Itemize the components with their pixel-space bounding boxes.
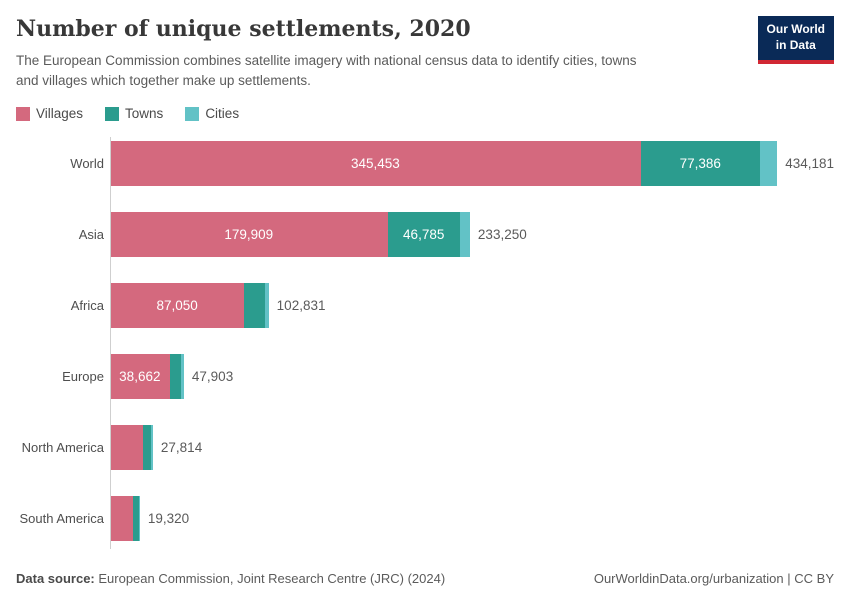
segment-value-label: 179,909 — [224, 227, 274, 243]
legend: Villages Towns Cities — [16, 106, 834, 121]
stacked-bar — [110, 425, 153, 471]
stacked-bar: 179,909 46,785 — [110, 212, 470, 258]
bar-segment-cities[interactable] — [264, 283, 269, 329]
bar-segment-towns[interactable]: 46,785 — [387, 212, 460, 258]
bar-track: 179,909 46,785 233,250 — [110, 212, 834, 258]
legend-item-cities[interactable]: Cities — [185, 106, 239, 121]
y-axis-line — [110, 137, 111, 550]
category-label: World — [70, 156, 104, 172]
chart-title: Number of unique settlements, 2020 — [16, 16, 471, 42]
bar-segment-cities[interactable] — [759, 141, 778, 187]
legend-item-towns[interactable]: Towns — [105, 106, 163, 121]
bar-segment-towns[interactable] — [143, 425, 152, 471]
owid-logo-line1: Our World — [766, 22, 825, 36]
bar-segment-villages[interactable]: 179,909 — [110, 212, 388, 258]
bar-segment-villages[interactable]: 345,453 — [110, 141, 641, 187]
bar-row: Africa 87,050 102,831 — [16, 283, 834, 329]
total-value-label: 434,181 — [785, 156, 834, 172]
bar-track: 87,050 102,831 — [110, 283, 834, 329]
legend-swatch-icon — [105, 106, 120, 121]
bar-segment-cities[interactable] — [180, 354, 184, 400]
footer: Data source: European Commission, Joint … — [16, 571, 834, 586]
bar-segment-villages[interactable]: 38,662 — [110, 354, 170, 400]
chart-page: Number of unique settlements, 2020 The E… — [16, 14, 834, 550]
total-value-label: 102,831 — [276, 298, 326, 314]
bar-segment-villages[interactable] — [110, 425, 144, 471]
bar-segment-villages[interactable]: 87,050 — [110, 283, 245, 329]
owid-logo[interactable]: Our World in Data — [757, 16, 834, 65]
bar-row: North America 27,814 — [16, 425, 834, 471]
total-value-label: 233,250 — [477, 227, 527, 243]
bar-row: World 345,453 77,386 434,181 — [16, 141, 834, 187]
bar-segment-towns[interactable] — [244, 283, 265, 329]
category-label: South America — [19, 511, 104, 527]
stacked-bar: 345,453 77,386 — [110, 141, 778, 187]
total-value-label: 19,320 — [147, 511, 190, 527]
bar-track: 19,320 — [110, 496, 834, 542]
bar-chart-rows: World 345,453 77,386 434,181 Asia 179,909 46,7… — [16, 141, 834, 542]
bar-segment-towns[interactable] — [169, 354, 181, 400]
chart-subtitle: The European Commission combines satelli… — [16, 53, 637, 88]
owid-url-link[interactable]: OurWorldinData.org/urbanization — [593, 571, 784, 586]
bar-segment-towns[interactable] — [132, 496, 139, 542]
data-source-text: European Commission, Joint Research Cent… — [94, 571, 446, 586]
bar-chart: World 345,453 77,386 434,181 Asia 179,909 46,7… — [16, 137, 834, 550]
segment-value-label: 77,386 — [679, 156, 721, 172]
license-text: | CC BY — [783, 571, 834, 586]
bar-row: Europe 38,662 47,903 — [16, 354, 834, 400]
bar-track: 27,814 — [110, 425, 834, 471]
category-label: North America — [21, 440, 104, 456]
total-value-label: 47,903 — [191, 369, 234, 385]
header: Number of unique settlements, 2020 The E… — [16, 14, 834, 90]
segment-value-label: 46,785 — [403, 227, 445, 243]
stacked-bar — [110, 496, 140, 542]
segment-value-label: 345,453 — [351, 156, 400, 172]
bar-row: Asia 179,909 46,785 233,250 — [16, 212, 834, 258]
footer-attribution: OurWorldinData.org/urbanization | CC BY — [594, 571, 834, 586]
header-text: Number of unique settlements, 2020 The E… — [16, 14, 646, 90]
bar-segment-cities[interactable] — [138, 496, 140, 542]
total-value-label: 27,814 — [160, 440, 203, 456]
category-label: Asia — [78, 227, 104, 243]
legend-item-villages[interactable]: Villages — [16, 106, 83, 121]
category-label: Europe — [62, 369, 104, 385]
owid-logo-line2: in Data — [775, 37, 816, 52]
bar-track: 38,662 47,903 — [110, 354, 834, 400]
legend-label: Cities — [205, 106, 240, 122]
bar-track: 345,453 77,386 434,181 — [110, 141, 834, 187]
data-source: Data source: European Commission, Joint … — [16, 571, 445, 586]
segment-value-label: 87,050 — [156, 298, 198, 314]
legend-swatch-icon — [185, 106, 200, 121]
bar-segment-villages[interactable] — [110, 496, 133, 542]
stacked-bar: 87,050 — [110, 283, 269, 329]
bar-segment-cities[interactable] — [459, 212, 470, 258]
stacked-bar: 38,662 — [110, 354, 184, 400]
data-source-label: Data source: — [16, 571, 95, 586]
legend-label: Towns — [125, 106, 164, 122]
bar-row: South America 19,320 — [16, 496, 834, 542]
bar-segment-towns[interactable]: 77,386 — [640, 141, 760, 187]
bar-segment-cities[interactable] — [151, 425, 153, 471]
segment-value-label: 38,662 — [119, 369, 161, 385]
legend-swatch-icon — [16, 106, 30, 121]
category-label: Africa — [70, 298, 104, 314]
legend-label: Villages — [36, 106, 84, 122]
